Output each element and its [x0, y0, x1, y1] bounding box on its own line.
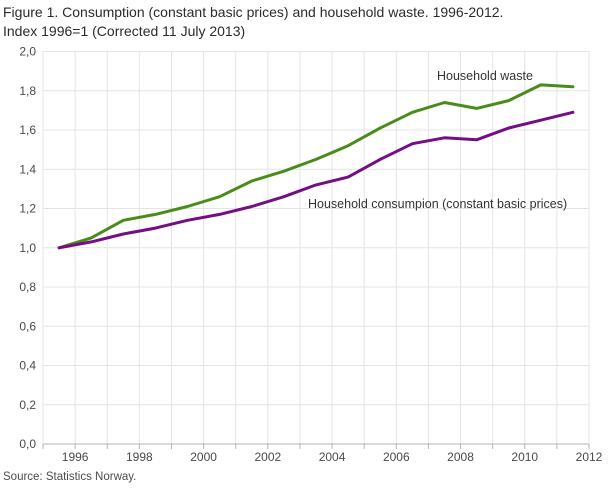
series-label: Household consumpion (constant basic pri…: [308, 197, 567, 211]
x-axis-tick-label: 2006: [383, 450, 410, 464]
y-axis-tick-label: 0,4: [19, 359, 36, 373]
series-label: Household waste: [437, 69, 533, 83]
source-note: Source: Statistics Norway.: [3, 471, 137, 483]
line-chart: 0,0 0,2 0,4 0,6 0,8 1,0 1,2 1,4 1,6 1,8 2,0 1996 199…: [19, 45, 603, 465]
x-axis-tick-label: 2002: [254, 450, 281, 464]
series-line-household-consumpion-constant-basic-prices: [57, 110, 575, 250]
y-axis-tick-label: 0,0: [19, 437, 36, 451]
y-axis-tick-label: 1,0: [19, 241, 36, 255]
x-axis-tick-label: 2010: [511, 450, 538, 464]
x-axis-tick-label: 2000: [190, 450, 217, 464]
y-axis-tick-label: 1,8: [19, 84, 36, 98]
y-axis-tick-label: 1,2: [19, 202, 36, 216]
chart-title-line2: Index 1996=1 (Corrected 11 July 2013): [3, 23, 246, 39]
chart-title-line1: Figure 1. Consumption (constant basic pr…: [3, 4, 504, 20]
x-axis-tick-label: 1998: [126, 450, 153, 464]
y-axis-tick-label: 2,0: [19, 45, 36, 59]
y-axis-tick-label: 0,6: [19, 319, 36, 333]
y-axis-tick-label: 0,8: [19, 280, 36, 294]
x-axis-tick-label: 2004: [319, 450, 346, 464]
x-axis-tick-label: 1996: [62, 450, 89, 464]
y-axis-tick-label: 1,6: [19, 123, 36, 137]
x-axis-tick-label: 2008: [447, 450, 474, 464]
y-axis-tick-label: 0,2: [19, 398, 36, 412]
x-axis-tick-label: 2012: [576, 450, 603, 464]
chart-title: Figure 1. Consumption (constant basic pr…: [3, 3, 607, 41]
series-line-household-waste: [57, 83, 575, 250]
y-axis-tick-label: 1,4: [19, 162, 36, 176]
